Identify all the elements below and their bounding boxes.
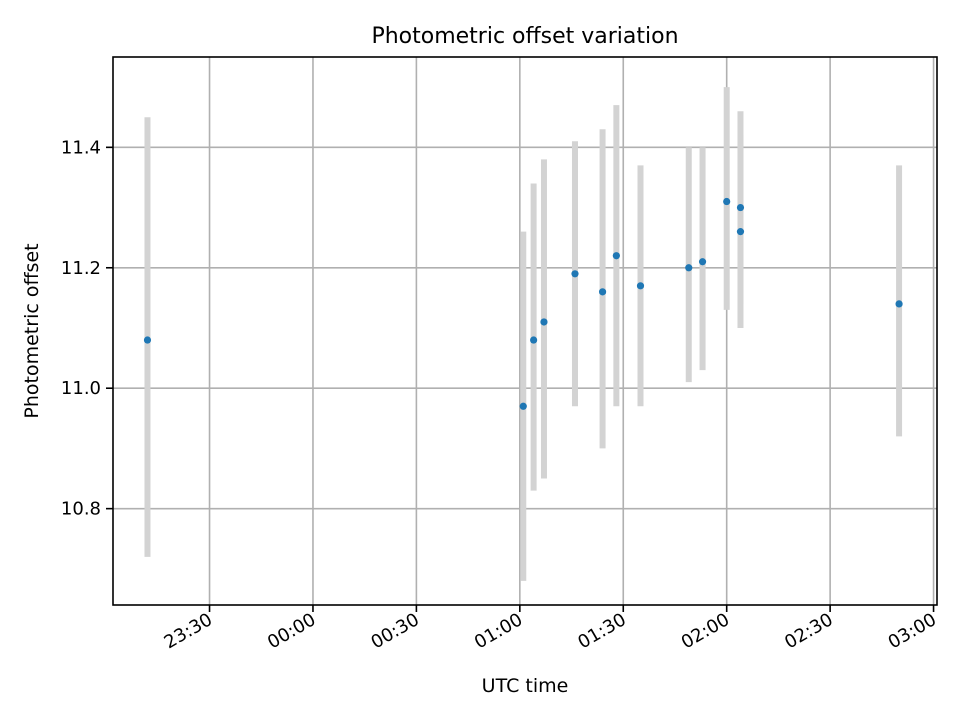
data-point xyxy=(530,336,538,344)
data-point xyxy=(895,300,903,308)
data-point xyxy=(612,252,620,260)
plot-frame xyxy=(112,56,938,606)
data-point xyxy=(685,264,693,272)
data-point xyxy=(598,288,607,296)
y-tick-label: 11.4 xyxy=(61,137,101,158)
x-tick-label: 02:00 xyxy=(678,609,733,653)
x-tick-label: 03:00 xyxy=(885,609,940,653)
x-tick-label: 01:30 xyxy=(574,609,629,653)
data-points xyxy=(143,197,903,410)
x-tick-label: 02:30 xyxy=(781,609,836,653)
data-point xyxy=(143,336,152,344)
data-point xyxy=(571,270,579,278)
data-point xyxy=(723,197,731,206)
x-tick-label: 00:30 xyxy=(367,609,422,653)
y-axis-ticks: 10.8 11.0 11.2 11.4 xyxy=(61,137,113,520)
data-point xyxy=(736,228,745,236)
data-point xyxy=(636,282,645,290)
x-axis-label: UTC time xyxy=(482,675,569,697)
data-point xyxy=(698,258,707,266)
chart-title: Photometric offset variation xyxy=(371,24,678,49)
y-tick-label: 10.8 xyxy=(61,499,101,520)
y-tick-label: 11.2 xyxy=(61,258,101,279)
y-axis-label: Photometric offset xyxy=(21,243,43,418)
error-bars xyxy=(144,87,903,581)
x-tick-label: 00:00 xyxy=(264,609,319,653)
data-point xyxy=(519,402,527,410)
x-axis-ticks: 23:30 00:00 00:30 01:00 01:30 02:00 02:30 03:00 xyxy=(161,605,940,653)
data-point xyxy=(736,203,745,212)
x-tick-label: 23:30 xyxy=(161,609,216,653)
x-tick-label: 01:00 xyxy=(471,609,526,653)
y-tick-label: 11.0 xyxy=(61,378,101,399)
data-point xyxy=(540,318,548,326)
